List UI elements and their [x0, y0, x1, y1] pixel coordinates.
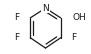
Text: N: N — [42, 4, 49, 13]
Text: OH: OH — [73, 13, 86, 22]
Text: F: F — [14, 33, 20, 42]
Text: F: F — [14, 13, 20, 22]
Text: F: F — [71, 33, 77, 42]
